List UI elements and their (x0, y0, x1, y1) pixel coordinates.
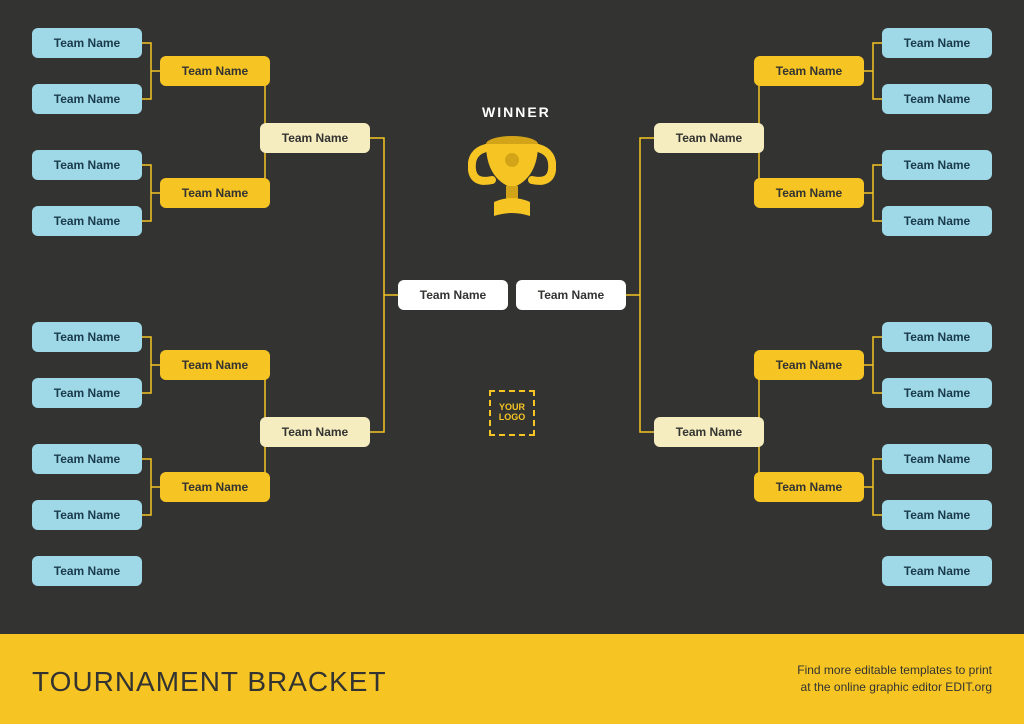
team-slot[interactable]: Team Name (654, 417, 764, 447)
trophy-icon (468, 130, 556, 235)
team-slot[interactable]: Team Name (754, 472, 864, 502)
team-slot[interactable]: Team Name (160, 472, 270, 502)
team-slot[interactable]: Team Name (32, 556, 142, 586)
team-slot[interactable]: Team Name (32, 444, 142, 474)
team-slot[interactable]: Team Name (160, 350, 270, 380)
team-slot[interactable]: Team Name (882, 378, 992, 408)
team-slot[interactable]: Team Name (260, 417, 370, 447)
team-slot[interactable]: Team Name (160, 178, 270, 208)
team-slot[interactable]: Team Name (754, 178, 864, 208)
team-slot[interactable]: Team Name (882, 500, 992, 530)
bracket-canvas: Team Name Team Name Team Name Team Name Team… (0, 0, 1024, 724)
footer-title: TOURNAMENT BRACKET (32, 666, 387, 698)
team-slot[interactable]: Team Name (32, 322, 142, 352)
team-slot[interactable]: Team Name (754, 56, 864, 86)
team-slot[interactable]: Team Name (882, 28, 992, 58)
team-slot[interactable]: Team Name (882, 556, 992, 586)
team-slot[interactable]: Team Name (882, 150, 992, 180)
team-slot[interactable]: Team Name (32, 28, 142, 58)
logo-placeholder[interactable]: YOUR LOGO (489, 390, 535, 436)
team-slot[interactable]: Team Name (882, 322, 992, 352)
team-slot[interactable]: Team Name (882, 84, 992, 114)
team-slot[interactable]: Team Name (398, 280, 508, 310)
logo-text: YOUR LOGO (499, 403, 526, 423)
team-slot[interactable]: Team Name (32, 206, 142, 236)
team-slot[interactable]: Team Name (32, 500, 142, 530)
team-slot[interactable]: Team Name (32, 150, 142, 180)
team-slot[interactable]: Team Name (160, 56, 270, 86)
team-slot[interactable]: Team Name (32, 84, 142, 114)
team-slot[interactable]: Team Name (882, 444, 992, 474)
footer-subtitle: Find more editable templates to print at… (797, 662, 992, 696)
bracket-background (0, 0, 1024, 634)
team-slot[interactable]: Team Name (754, 350, 864, 380)
winner-label: WINNER (482, 104, 551, 120)
team-slot[interactable]: Team Name (32, 378, 142, 408)
team-slot[interactable]: Team Name (654, 123, 764, 153)
team-slot[interactable]: Team Name (260, 123, 370, 153)
team-slot[interactable]: Team Name (882, 206, 992, 236)
team-slot[interactable]: Team Name (516, 280, 626, 310)
